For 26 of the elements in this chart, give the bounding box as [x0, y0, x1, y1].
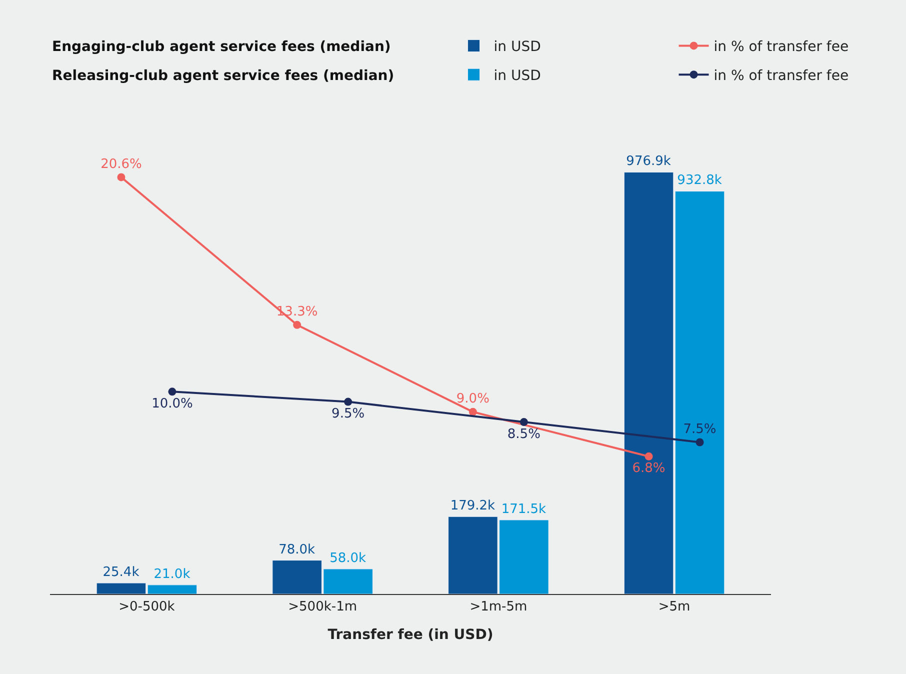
data-label: 58.0k	[330, 550, 367, 566]
data-label: 9.0%	[456, 392, 490, 407]
x-tick-label: >500k-1m	[288, 600, 357, 615]
data-label: 7.5%	[683, 422, 716, 437]
data-label: 179.2k	[450, 498, 496, 514]
text: Engaging-club agent service fees (median)	[52, 39, 391, 55]
legend-label: in USD	[494, 68, 541, 84]
x-axis-title: Transfer fee (in USD)	[328, 626, 494, 643]
data-label: 20.6%	[100, 156, 142, 172]
data-label: 21.0k	[154, 566, 191, 582]
data-label: 10.0%	[152, 396, 193, 412]
legend-label: in % of transfer fee	[714, 39, 849, 56]
x-tick-label: >5m	[658, 600, 690, 615]
data-label: 25.4k	[102, 565, 140, 580]
text: Releasing-club agent service fees (median)	[52, 68, 394, 84]
data-label: 78.0k	[278, 542, 316, 558]
x-tick-label: >0-500k	[118, 600, 176, 615]
data-label: 6.8%	[632, 461, 666, 476]
data-label: 171.5k	[501, 502, 547, 517]
data-label: 8.5%	[507, 426, 540, 442]
x-tick-label: >1m-5m	[470, 600, 528, 615]
data-label: 976.9k	[626, 154, 672, 170]
legend-label: in USD	[494, 39, 541, 56]
data-label: 932.8k	[677, 173, 722, 188]
legend-label: in % of transfer fee	[714, 68, 849, 84]
data-label: 9.5%	[332, 406, 365, 422]
